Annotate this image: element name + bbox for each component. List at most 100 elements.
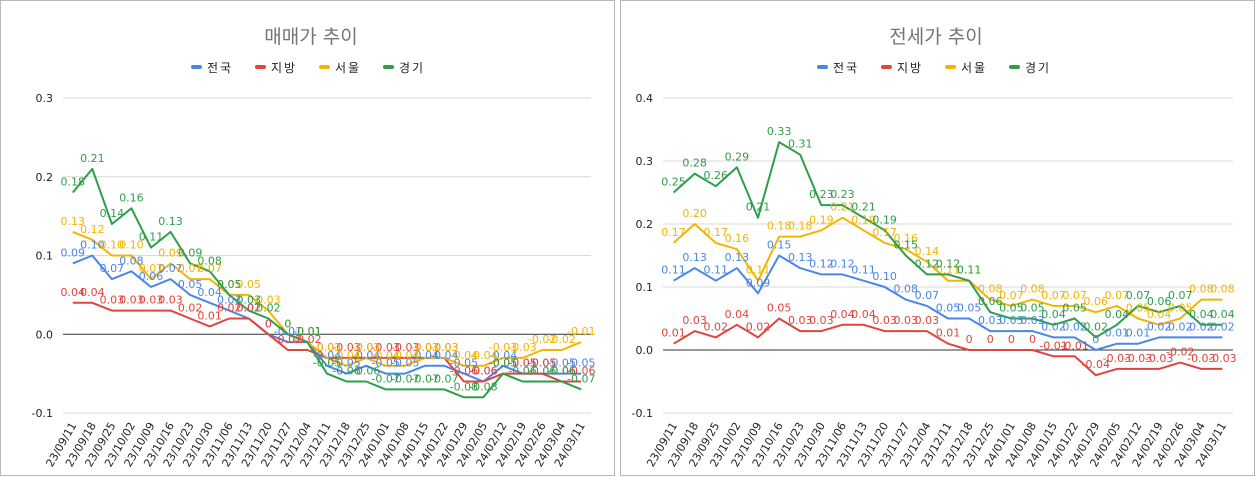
legend-item-2[interactable]: 서울: [319, 61, 361, 75]
data-label: 0.01: [197, 309, 222, 322]
data-label: 0.10: [119, 239, 144, 252]
data-label: -0.05: [528, 357, 556, 370]
data-label: -0.03: [391, 341, 419, 354]
data-label: -0.04: [430, 349, 458, 362]
legend-item-0[interactable]: 전국: [817, 61, 859, 75]
data-label: 0.31: [788, 138, 813, 151]
data-label: -0.03: [332, 341, 360, 354]
data-label: -0.07: [411, 372, 439, 385]
data-label: -0.03: [411, 341, 439, 354]
data-label: -0.05: [371, 357, 399, 370]
data-label: 0.01: [936, 327, 961, 340]
series-line-3[interactable]: [672, 141, 1223, 339]
data-label: 0.11: [746, 264, 771, 277]
y-tick-label: 0.1: [636, 281, 654, 294]
data-label: -0.04: [391, 349, 419, 362]
data-label: -0.01: [1060, 339, 1088, 352]
data-label: 0.08: [894, 283, 919, 296]
data-label: 0.09: [746, 276, 771, 289]
y-tick-label: -0.1: [32, 407, 53, 420]
data-label: 0.19: [872, 213, 897, 226]
data-label: -0.02: [1166, 346, 1194, 359]
data-label: 0.06: [139, 270, 164, 283]
data-label: 0.04: [1210, 308, 1235, 321]
data-label: 0: [284, 317, 291, 330]
data-label: 0.33: [767, 125, 792, 138]
data-label: 0.08: [119, 254, 144, 267]
data-label: 0.03: [139, 294, 164, 307]
data-label: -0.06: [332, 365, 360, 378]
data-label: 0.21: [746, 201, 771, 214]
data-label: 0.02: [237, 302, 262, 315]
series-line-0[interactable]: [72, 254, 582, 383]
data-label: 0.13: [682, 251, 707, 264]
legend-item-3[interactable]: 경기: [1009, 61, 1051, 75]
data-label: 0.04: [1105, 308, 1130, 321]
data-label: 0.03: [256, 294, 281, 307]
data-label: 0.06: [1147, 295, 1172, 308]
series-line-0[interactable]: [673, 254, 1223, 351]
data-label: 0.03: [978, 314, 1003, 327]
data-label: -0.07: [430, 372, 458, 385]
legend-item-3[interactable]: 경기: [383, 61, 425, 75]
data-label: -0.05: [528, 357, 556, 370]
data-label: 0.07: [178, 262, 203, 275]
data-label: 0.04: [80, 286, 105, 299]
data-label: -0.06: [508, 365, 536, 378]
data-label: 0.03: [999, 314, 1024, 327]
data-label: -0.03: [371, 341, 399, 354]
data-label: 0.02: [256, 302, 281, 315]
data-label: 0.04: [1147, 308, 1172, 321]
data-label: 0.05: [237, 278, 262, 291]
data-label: -0.06: [450, 365, 478, 378]
data-label: 0: [265, 317, 272, 330]
data-label: 0.08: [1210, 283, 1235, 296]
data-label: 0.07: [999, 289, 1024, 302]
data-label: 0.11: [957, 264, 982, 277]
data-label: 0.19: [809, 213, 834, 226]
data-label: 0.26: [704, 169, 729, 182]
chart-title: 전세가 추이: [889, 26, 982, 48]
data-label: 0.02: [178, 302, 203, 315]
y-tick-label: 0.2: [636, 218, 654, 231]
data-label: 0.17: [661, 226, 686, 239]
data-label: 0.01: [1105, 327, 1130, 340]
data-label: 0.12: [936, 257, 961, 270]
data-label: 0.09: [61, 246, 86, 259]
data-label: -0.06: [547, 365, 575, 378]
data-label: -0.06: [469, 365, 497, 378]
data-label: -0.01: [567, 325, 595, 338]
data-label: 0.04: [830, 308, 855, 321]
data-label: 0.08: [978, 283, 1003, 296]
data-label: 0.16: [119, 191, 144, 204]
legend-item-2[interactable]: 서울: [945, 61, 987, 75]
data-label: -0.04: [332, 349, 360, 362]
data-label: 0.04: [725, 308, 750, 321]
data-label: 0.08: [1020, 283, 1045, 296]
data-label: 0.04: [851, 308, 876, 321]
data-label: 0.01: [661, 327, 686, 340]
data-label: 0.02: [1168, 320, 1193, 333]
legend-label: 전국: [207, 61, 233, 75]
data-label: 0.13: [725, 251, 750, 264]
legend-item-1[interactable]: 지방: [255, 61, 297, 75]
data-label: 0.05: [1126, 302, 1151, 315]
legend-item-1[interactable]: 지방: [881, 61, 923, 75]
data-label: 0.06: [978, 295, 1003, 308]
series-line-3[interactable]: [72, 167, 582, 399]
data-label: -0.03: [313, 341, 341, 354]
data-label: 0.29: [725, 150, 750, 163]
series-line-2[interactable]: [72, 230, 582, 367]
data-label: 0.01: [1126, 327, 1151, 340]
data-label: -0.05: [508, 357, 536, 370]
data-label: -0.03: [489, 341, 517, 354]
legend-label: 서울: [335, 61, 361, 75]
data-label: 0.03: [788, 314, 813, 327]
data-label: 0.11: [957, 264, 982, 277]
data-label: 0.03: [1020, 314, 1045, 327]
series-line-2[interactable]: [672, 216, 1223, 326]
legend-item-0[interactable]: 전국: [191, 61, 233, 75]
series-line-1[interactable]: [673, 317, 1223, 377]
y-tick-label: 0.0: [636, 344, 654, 357]
